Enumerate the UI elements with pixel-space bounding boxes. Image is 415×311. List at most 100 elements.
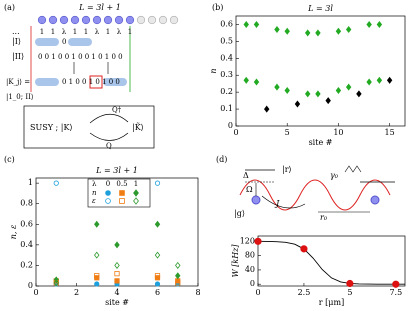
x-tick-label: 0 xyxy=(33,288,38,297)
marker-diamond xyxy=(253,20,260,28)
y-tick-label: 0.8 xyxy=(20,199,33,208)
marker-diamond xyxy=(386,76,393,84)
diagram-d: |r⟩ Δ Ω |g⟩ J r₀ γ₀ xyxy=(234,165,395,222)
label: Ω xyxy=(246,185,253,194)
marker-diamond xyxy=(284,27,290,35)
row-label: |1_0; II⟩ xyxy=(6,93,34,101)
atom xyxy=(370,195,380,205)
y-tick-label: 0.6 xyxy=(20,219,33,228)
pair-blob xyxy=(35,78,59,86)
marker-diamond xyxy=(175,272,181,280)
marker-diamond xyxy=(376,76,383,84)
marker-circle xyxy=(105,198,111,204)
highlight-box xyxy=(89,75,103,89)
marker-diamond xyxy=(315,90,321,98)
marker-square xyxy=(119,198,125,204)
y-tick-label: 0.4 xyxy=(20,240,33,249)
marker-circle xyxy=(94,281,100,287)
legend-row: n xyxy=(92,189,97,197)
site-row xyxy=(37,15,135,25)
marker-diamond xyxy=(325,97,331,105)
site-value: λ xyxy=(117,28,122,36)
x-tick-label: 15 xyxy=(385,128,395,137)
legend-header: λ xyxy=(92,180,97,188)
y-tick-label: 0.4 xyxy=(220,53,233,62)
x-axis-label: r [μm] xyxy=(319,298,344,307)
marker-diamond xyxy=(133,189,139,197)
q-dagger: Q† xyxy=(112,106,122,114)
pair-blob xyxy=(68,38,92,46)
marker-diamond xyxy=(114,261,120,269)
site-value: λ xyxy=(62,28,67,36)
arrow xyxy=(89,113,129,124)
diagram-a: L = 3l + 1 ... |I⟩ 0 |II⟩ 0 0 1 0 0 1 0 … xyxy=(6,3,179,150)
y-tick-label: 0.2 xyxy=(220,87,233,96)
panel-label: (d) xyxy=(216,155,227,164)
marker-diamond xyxy=(133,197,139,205)
site-value: 1 xyxy=(128,28,132,36)
marker-diamond xyxy=(366,20,372,28)
x-tick-label: 5 xyxy=(347,288,352,297)
marker-diamond xyxy=(274,26,280,34)
x-tick-label: 2.5 xyxy=(298,288,311,297)
row-text: 0 1 0 0 1 0 1 0 0 xyxy=(62,78,120,86)
k-tilde: |K̃⟩ xyxy=(132,123,144,132)
marker-diamond xyxy=(345,26,352,34)
y-tick-label: 0.1 xyxy=(220,104,233,113)
marker-square xyxy=(114,278,120,284)
x-tick-label: 8 xyxy=(195,288,200,297)
legend-column: 1 xyxy=(134,180,138,188)
marker-diamond xyxy=(356,90,362,98)
marker-circle xyxy=(53,180,59,186)
y-tick-label: 80 xyxy=(245,251,255,260)
marker-diamond xyxy=(243,76,249,84)
marker-diamond xyxy=(345,83,352,91)
marker-diamond xyxy=(114,241,120,249)
y-axis-label: n, ε xyxy=(9,225,18,240)
marker-diamond xyxy=(94,220,100,228)
arrow xyxy=(89,132,129,141)
marker-diamond xyxy=(53,279,59,287)
marker-diamond xyxy=(175,261,181,269)
plot-frame xyxy=(235,15,406,127)
marker-diamond xyxy=(376,20,383,28)
decay xyxy=(344,165,362,173)
dots: ... xyxy=(12,27,20,36)
y-tick-label: 0.2 xyxy=(20,260,33,269)
marker-circle xyxy=(346,279,354,288)
panel-label: (c) xyxy=(4,155,15,164)
marker-diamond xyxy=(335,27,342,35)
label: Δ xyxy=(243,171,249,180)
legend-row: ε xyxy=(92,197,96,205)
pair-blob xyxy=(103,78,127,86)
site-value: 1 xyxy=(51,28,55,36)
marker-circle xyxy=(254,237,262,245)
label: |r⟩ xyxy=(282,165,292,174)
marker-diamond xyxy=(315,29,321,37)
marker-circle xyxy=(300,245,308,253)
susy-box xyxy=(23,105,155,149)
marker-diamond xyxy=(243,20,249,28)
marker-diamond xyxy=(154,251,161,259)
marker-diamond xyxy=(335,86,342,94)
x-tick-label: 5 xyxy=(285,128,290,137)
site-value: 1 xyxy=(84,28,88,36)
site-value: 1 xyxy=(40,28,44,36)
site-value: λ xyxy=(95,28,100,36)
legend-column: 0.5 xyxy=(116,180,127,188)
pair-blob xyxy=(35,38,59,46)
row-text: 0 xyxy=(62,38,66,46)
line xyxy=(257,240,405,285)
marker-diamond xyxy=(253,78,260,86)
legend-column: 0 xyxy=(106,180,110,188)
plot-frame xyxy=(257,235,406,287)
atom xyxy=(251,195,261,205)
marker-diamond xyxy=(366,78,372,86)
x-tick-label: 0 xyxy=(255,288,260,297)
y-tick-label: 0.3 xyxy=(220,70,233,79)
marker-diamond xyxy=(294,100,301,108)
marker-circle xyxy=(154,281,161,287)
marker-square xyxy=(175,280,181,286)
y-tick-label: 1 xyxy=(28,178,33,187)
